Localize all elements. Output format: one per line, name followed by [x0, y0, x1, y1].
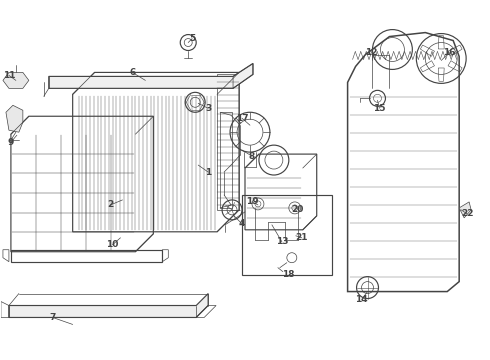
Polygon shape: [459, 202, 471, 218]
Text: 2: 2: [107, 201, 114, 210]
Polygon shape: [49, 63, 253, 88]
Text: 17: 17: [236, 114, 248, 123]
Text: 4: 4: [239, 219, 245, 228]
Text: 22: 22: [461, 210, 473, 219]
Text: 5: 5: [189, 34, 196, 43]
Text: 6: 6: [129, 68, 136, 77]
Text: 3: 3: [205, 104, 211, 113]
Text: 14: 14: [355, 295, 368, 304]
Text: 7: 7: [49, 313, 56, 322]
Text: 18: 18: [282, 270, 294, 279]
Text: 15: 15: [373, 104, 386, 113]
Polygon shape: [6, 105, 23, 132]
Text: 12: 12: [365, 48, 378, 57]
Bar: [220, 112, 232, 208]
Text: 21: 21: [295, 233, 308, 242]
Bar: [11, 250, 162, 262]
Text: 1: 1: [205, 167, 211, 176]
Bar: [242, 195, 332, 275]
Text: 9: 9: [8, 138, 14, 147]
Text: 13: 13: [275, 237, 288, 246]
Text: 19: 19: [245, 197, 258, 206]
Text: 16: 16: [443, 48, 456, 57]
Text: 10: 10: [106, 240, 119, 249]
Text: 8: 8: [249, 152, 255, 161]
Polygon shape: [3, 72, 29, 88]
Text: 11: 11: [2, 71, 15, 80]
Polygon shape: [9, 293, 208, 318]
Bar: [217, 75, 239, 210]
Text: 20: 20: [292, 206, 304, 215]
